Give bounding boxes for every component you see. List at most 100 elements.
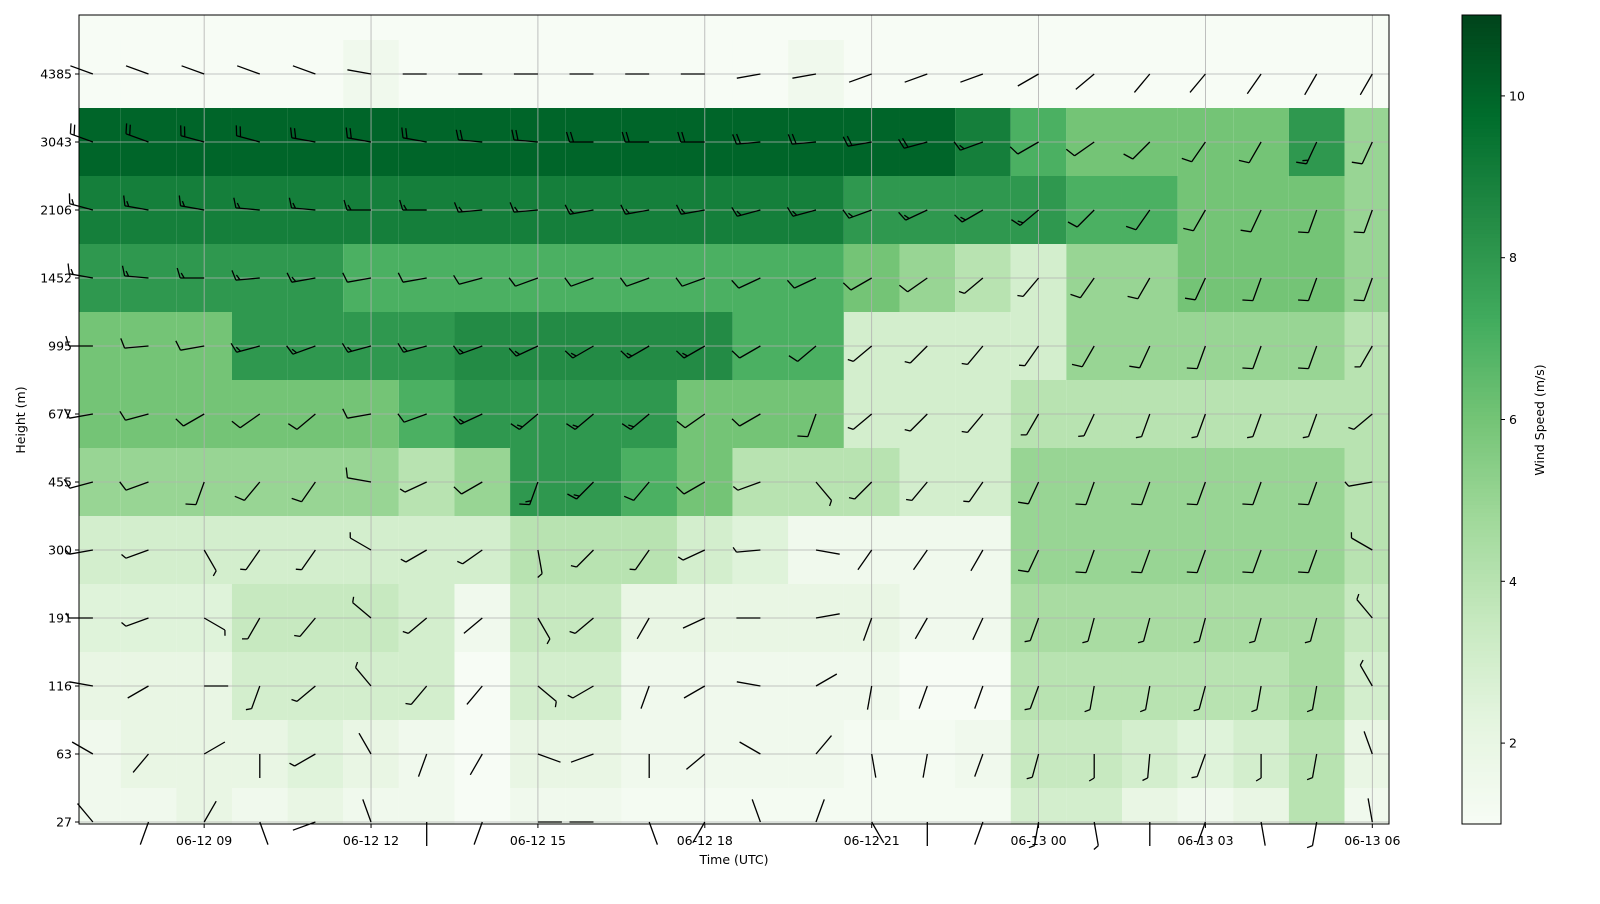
- colorbar-segment: [1462, 15, 1501, 20]
- colorbar-segment: [1462, 791, 1501, 797]
- wind-barb: [1024, 685, 1040, 711]
- wind-barb: [63, 478, 94, 489]
- colorbar-segment: [1462, 411, 1501, 416]
- wind-barb: [739, 741, 761, 755]
- wind-barb: [623, 481, 650, 501]
- wind-barb: [1011, 209, 1040, 226]
- wind-barb: [121, 549, 149, 559]
- colorbar-segment: [1462, 354, 1501, 360]
- wind-barb: [848, 481, 873, 500]
- colorbar-segment: [1462, 302, 1501, 307]
- wind-barb: [732, 133, 761, 145]
- colorbar-segment: [1462, 95, 1501, 101]
- wind-barb: [180, 125, 205, 143]
- colorbar-segment: [1462, 338, 1501, 344]
- wind-barb: [519, 481, 539, 506]
- colorbar-segment: [1462, 443, 1501, 449]
- wind-barb: [567, 481, 594, 500]
- colorbar-segment: [1462, 233, 1501, 238]
- colorbar-segment: [1462, 383, 1501, 388]
- wind-barb: [289, 753, 316, 767]
- wind-barb: [176, 267, 205, 279]
- wind-barb: [974, 821, 984, 845]
- colorbar-segment: [1462, 225, 1501, 230]
- wind-barb: [1363, 731, 1373, 755]
- colorbar-segment: [1462, 19, 1501, 24]
- colorbar-segment: [1462, 370, 1501, 376]
- wind-barb: [1246, 73, 1262, 95]
- wind-barb: [345, 127, 372, 143]
- colorbar-segment: [1462, 108, 1501, 113]
- wind-barb: [1306, 821, 1318, 849]
- wind-barb: [347, 69, 372, 75]
- colorbar-segment: [1462, 629, 1501, 635]
- y-tick-label: 3043: [40, 135, 72, 150]
- wind-barb: [972, 617, 984, 641]
- wind-barb: [402, 617, 428, 635]
- wind-barb: [963, 481, 984, 503]
- wind-barb: [974, 753, 984, 777]
- colorbar-segment: [1462, 625, 1501, 631]
- colorbar-segment: [1462, 257, 1501, 263]
- wind-barb: [960, 73, 984, 83]
- colorbar-segment: [1462, 524, 1501, 530]
- colorbar-segment: [1462, 807, 1501, 813]
- wind-barb: [904, 345, 928, 364]
- wind-barb: [871, 753, 877, 778]
- wind-barb: [455, 129, 483, 143]
- heatmap-cell: [788, 788, 844, 824]
- wind-barb: [231, 270, 260, 281]
- colorbar-segment: [1462, 779, 1501, 785]
- wind-barb: [677, 549, 706, 561]
- wind-barb: [1306, 685, 1318, 713]
- wind-barb: [842, 209, 872, 219]
- wind-barb: [1249, 617, 1262, 644]
- wind-barb: [731, 206, 761, 217]
- colorbar-segment: [1462, 140, 1501, 145]
- colorbar-label: Wind Speed (m/s): [1532, 364, 1547, 475]
- wind-barb: [1070, 277, 1095, 299]
- colorbar-segment: [1462, 201, 1501, 206]
- colorbar-segment: [1462, 403, 1501, 408]
- wind-barb: [509, 202, 538, 213]
- colorbar-segment: [1462, 447, 1501, 453]
- wind-barb: [898, 137, 928, 149]
- colorbar-segment: [1462, 747, 1501, 752]
- colorbar-segment: [1462, 492, 1501, 497]
- colorbar-segment: [1462, 59, 1501, 65]
- wind-barb: [848, 73, 872, 83]
- wind-barb: [123, 195, 149, 211]
- colorbar-segment: [1462, 298, 1501, 303]
- colorbar-segment: [1462, 281, 1501, 287]
- wind-barb: [1359, 73, 1373, 96]
- y-tick-label: 116: [48, 679, 72, 694]
- wind-barb: [1298, 277, 1318, 302]
- colorbar-segment: [1462, 75, 1501, 81]
- colorbar-segment: [1462, 116, 1501, 121]
- wind-barb: [230, 342, 260, 353]
- wind-barb: [1131, 549, 1151, 574]
- wind-barb: [235, 125, 260, 143]
- wind-barb: [463, 617, 483, 634]
- colorbar-segment: [1462, 387, 1501, 392]
- heatmap-cell: [1233, 788, 1289, 824]
- wind-barb: [1067, 209, 1095, 228]
- heatmap: [79, 40, 1389, 824]
- wind-barb: [537, 753, 561, 763]
- colorbar-segment: [1462, 221, 1501, 226]
- wind-barb: [236, 65, 261, 75]
- wind-barb: [675, 204, 705, 215]
- wind-barb: [1298, 209, 1318, 234]
- colorbar-segment: [1462, 350, 1501, 356]
- wind-barb: [815, 613, 840, 619]
- wind-barb: [685, 753, 706, 770]
- wind-barb: [125, 65, 149, 75]
- x-tick-label: 06-13 00: [1010, 833, 1066, 848]
- wind-barb: [452, 345, 483, 355]
- colorbar-segment: [1462, 637, 1501, 643]
- wind-barb: [453, 274, 483, 285]
- wind-barb: [815, 735, 832, 755]
- colorbar-segment: [1462, 459, 1501, 465]
- wind-barb: [682, 617, 706, 629]
- heatmap-cell: [398, 788, 455, 824]
